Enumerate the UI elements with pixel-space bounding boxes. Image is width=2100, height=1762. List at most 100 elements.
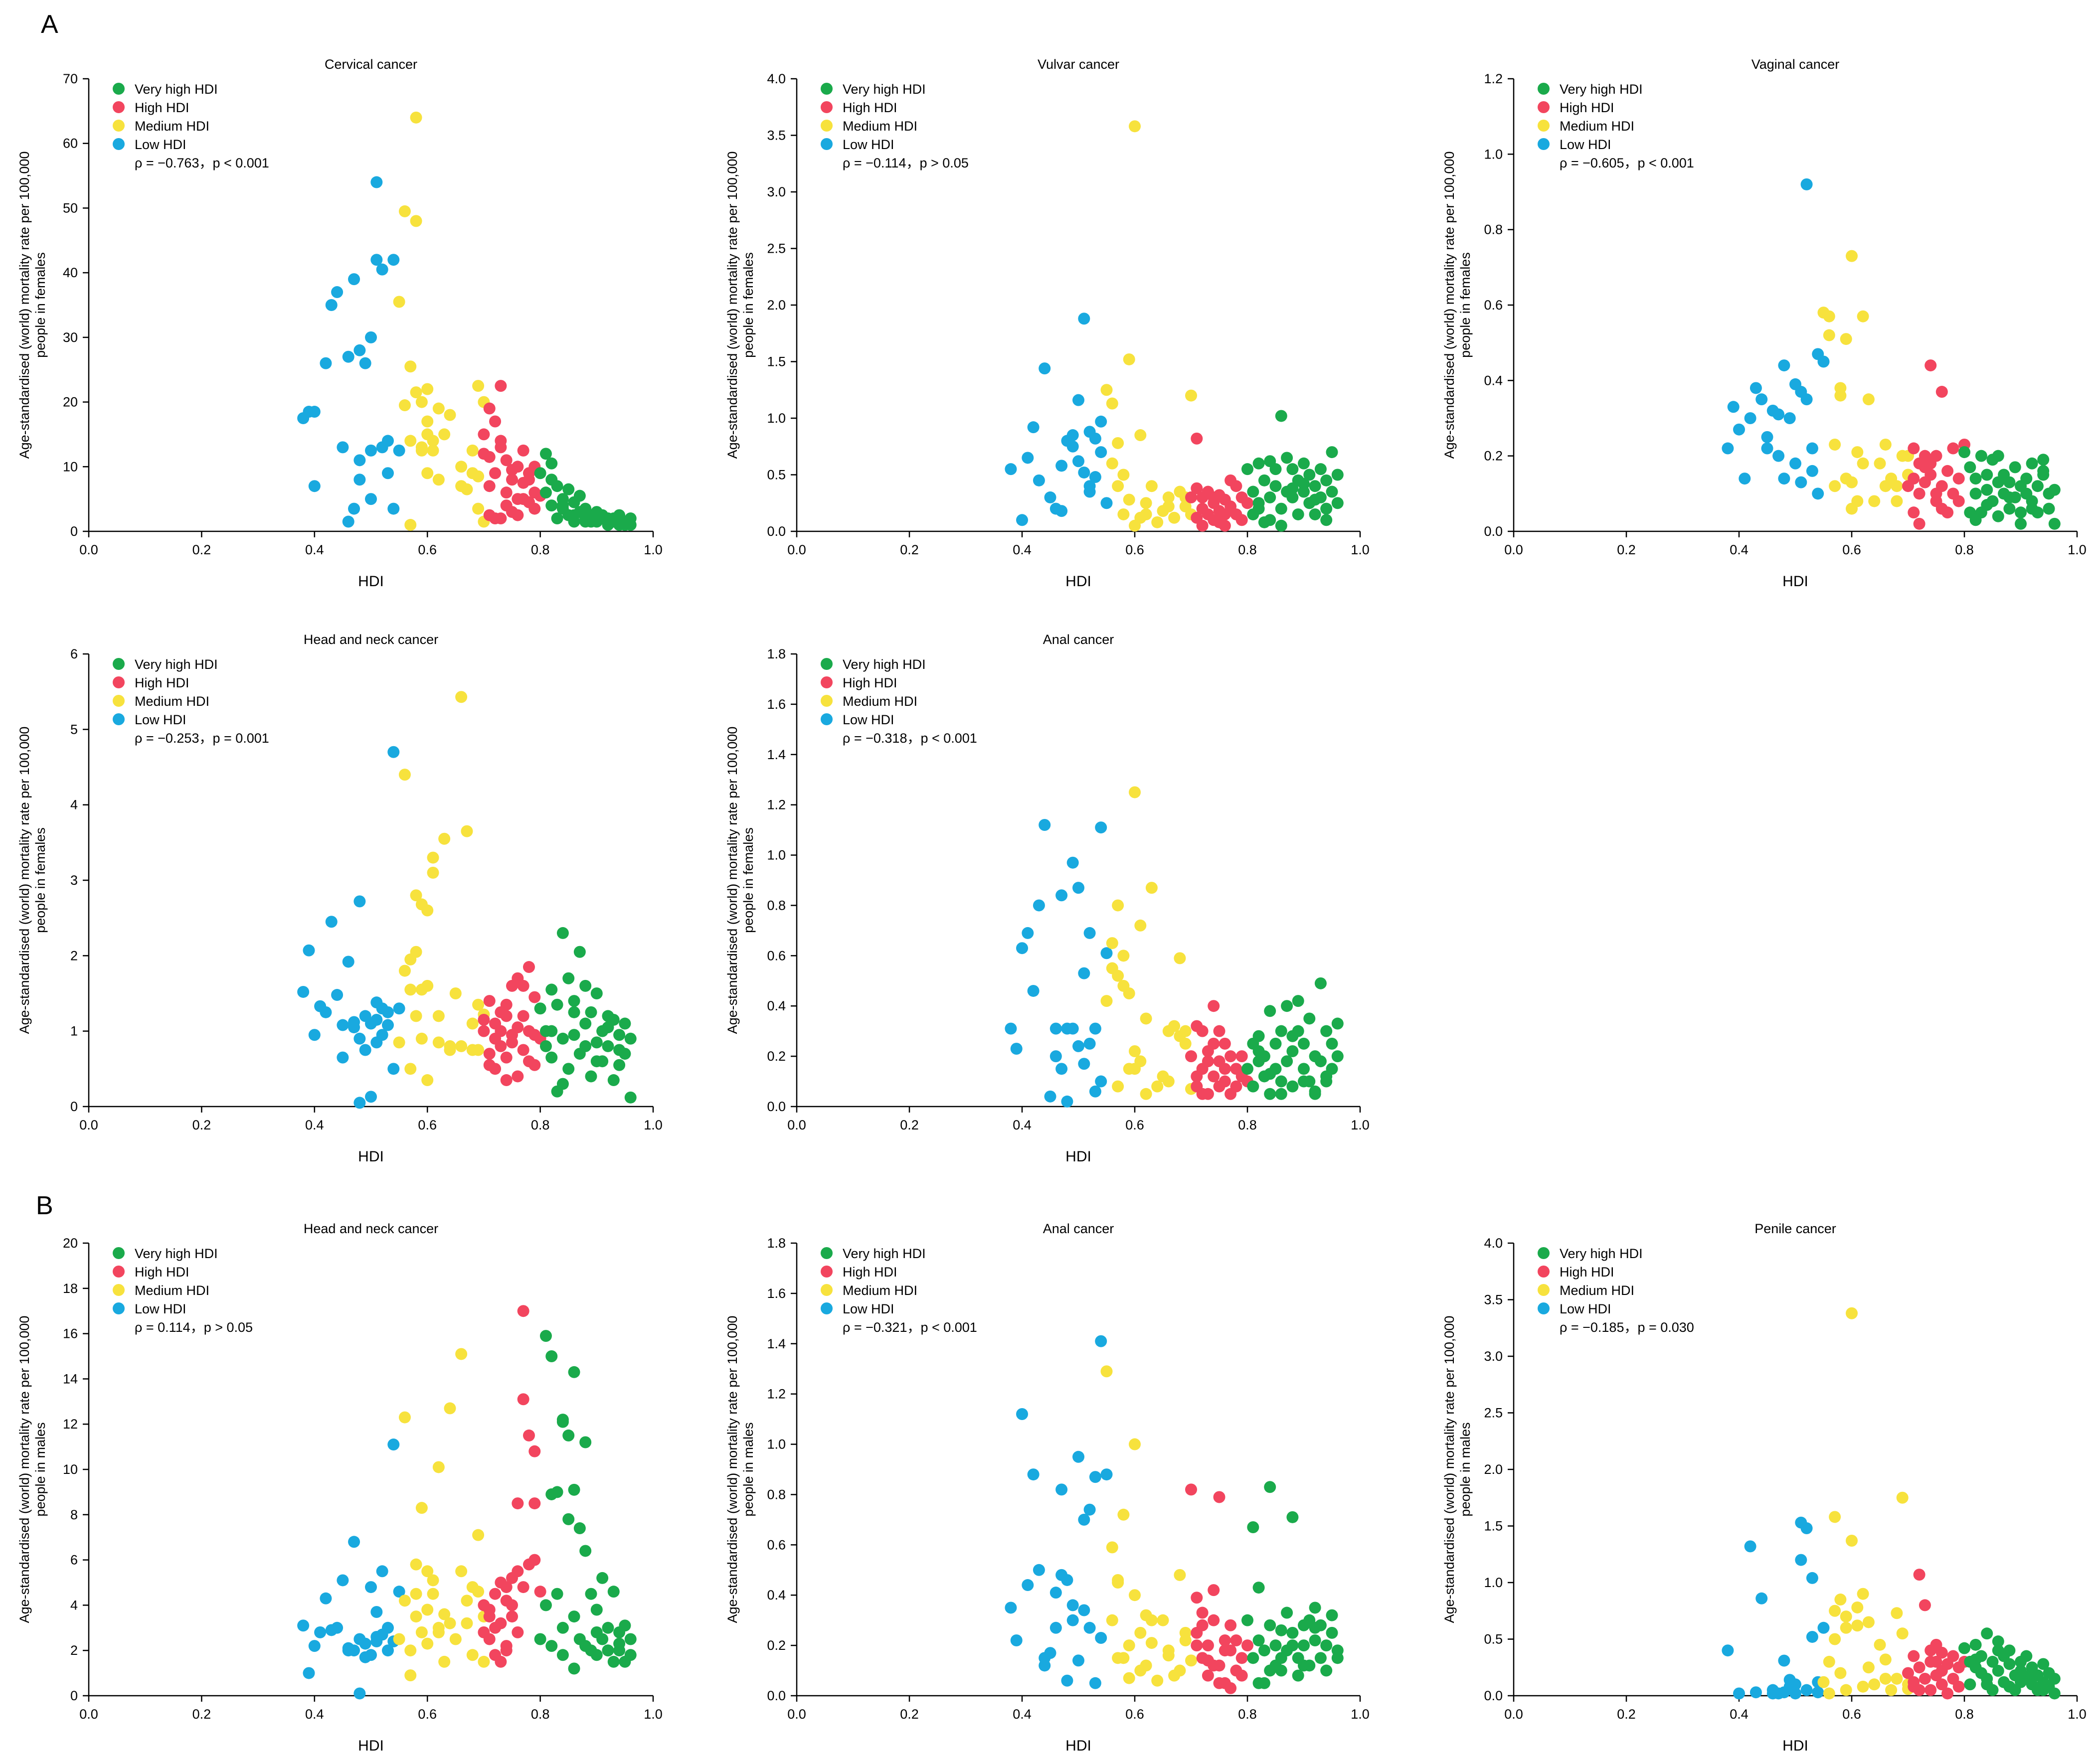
data-point bbox=[1992, 510, 2004, 522]
data-point bbox=[1258, 1644, 1270, 1657]
data-point bbox=[415, 1626, 428, 1638]
data-point bbox=[1208, 1000, 1220, 1012]
data-point bbox=[320, 1592, 332, 1604]
data-point bbox=[624, 1091, 637, 1104]
data-point bbox=[1981, 469, 1993, 481]
data-point bbox=[1992, 1644, 2004, 1657]
data-point bbox=[427, 1588, 439, 1600]
data-point bbox=[1123, 353, 1135, 365]
data-point bbox=[1952, 495, 1965, 507]
data-point bbox=[1219, 1063, 1231, 1075]
legend-marker bbox=[821, 713, 833, 725]
data-point bbox=[1326, 1609, 1338, 1621]
data-point bbox=[2003, 1680, 2016, 1693]
y-tick-label: 0.4 bbox=[767, 998, 786, 1013]
data-point bbox=[1823, 1655, 1835, 1668]
data-point bbox=[1264, 1481, 1276, 1493]
y-tick-label: 1.0 bbox=[1484, 1575, 1503, 1590]
data-point bbox=[2048, 517, 2061, 530]
data-point bbox=[1140, 1012, 1152, 1025]
x-tick-label: 0.0 bbox=[79, 542, 98, 557]
chart-4: Head and neck cancer 0.0 0.2 0.4 0.6 0.8 1.0 0 1… bbox=[17, 632, 663, 1165]
y-tick-label: 2 bbox=[70, 1643, 78, 1658]
legend-label: Medium HDI bbox=[1560, 119, 1634, 134]
data-point bbox=[1919, 461, 1931, 474]
data-point bbox=[1851, 1601, 1864, 1613]
data-point bbox=[624, 1032, 637, 1045]
data-point bbox=[1761, 442, 1773, 455]
data-point bbox=[1992, 1665, 2004, 1677]
data-point bbox=[1106, 937, 1118, 950]
y-axis-label-line: Age-standardised (world) mortality rate … bbox=[1442, 152, 1457, 459]
data-point bbox=[1185, 491, 1197, 503]
data-point bbox=[297, 985, 310, 998]
data-point bbox=[320, 1006, 332, 1018]
legend-label: High HDI bbox=[843, 100, 897, 115]
data-point bbox=[523, 961, 535, 973]
data-point bbox=[1840, 1621, 1852, 1634]
data-point bbox=[500, 1051, 513, 1064]
legend-marker bbox=[113, 676, 125, 688]
data-point bbox=[2037, 1658, 2050, 1670]
data-point bbox=[1750, 1686, 1762, 1699]
data-point bbox=[517, 1010, 529, 1022]
y-tick-label: 1.8 bbox=[767, 646, 786, 661]
data-point bbox=[478, 1013, 490, 1026]
data-point bbox=[1089, 1085, 1101, 1098]
data-point bbox=[444, 1617, 456, 1629]
data-point bbox=[2015, 506, 2027, 519]
data-point bbox=[2020, 473, 2033, 485]
legend-label: Low HDI bbox=[1560, 137, 1611, 152]
data-point bbox=[556, 1078, 569, 1090]
data-point bbox=[1919, 1672, 1931, 1685]
data-point bbox=[1066, 1022, 1079, 1035]
data-point bbox=[404, 1669, 417, 1682]
data-point bbox=[534, 1633, 546, 1645]
data-point bbox=[342, 1642, 354, 1654]
data-point bbox=[1078, 1058, 1090, 1070]
data-point bbox=[1722, 442, 1734, 455]
data-point bbox=[1033, 474, 1045, 486]
data-point bbox=[1202, 1654, 1214, 1667]
data-point bbox=[1913, 517, 1925, 530]
data-point bbox=[1016, 1408, 1028, 1421]
y-tick-label: 0 bbox=[70, 1688, 78, 1703]
legend-marker bbox=[821, 1284, 833, 1296]
data-point bbox=[1783, 1680, 1796, 1693]
data-point bbox=[2015, 1676, 2027, 1688]
data-point bbox=[1174, 952, 1186, 964]
data-point bbox=[539, 486, 552, 499]
legend-marker bbox=[821, 1266, 833, 1278]
data-point bbox=[359, 1637, 371, 1650]
data-point bbox=[365, 1581, 377, 1594]
data-point bbox=[1992, 450, 2004, 462]
data-point bbox=[1162, 500, 1175, 513]
data-point bbox=[2009, 461, 2021, 474]
legend-marker bbox=[1538, 101, 1550, 113]
data-point bbox=[1129, 120, 1141, 133]
data-point bbox=[1191, 482, 1203, 494]
y-tick-label: 2 bbox=[70, 948, 78, 963]
data-point bbox=[2003, 1658, 2016, 1670]
data-point bbox=[393, 1002, 405, 1015]
data-point bbox=[1179, 1025, 1192, 1037]
y-tick-label: 0 bbox=[70, 1099, 78, 1114]
data-point bbox=[1191, 1639, 1203, 1652]
data-point bbox=[415, 1502, 428, 1514]
data-point bbox=[415, 1032, 428, 1045]
data-point bbox=[1309, 1634, 1321, 1647]
data-point bbox=[1134, 1626, 1147, 1639]
data-point bbox=[556, 499, 569, 512]
data-point bbox=[1320, 1075, 1333, 1088]
y-tick-label: 16 bbox=[63, 1326, 78, 1341]
data-point bbox=[1055, 1569, 1068, 1581]
data-point bbox=[517, 1393, 529, 1406]
x-tick-label: 0.6 bbox=[1125, 1118, 1144, 1132]
data-point bbox=[376, 263, 388, 276]
y-axis-label: Age-standardised (world) mortality rate … bbox=[1442, 1316, 1473, 1623]
data-point bbox=[1761, 431, 1773, 443]
data-point bbox=[1033, 1564, 1045, 1576]
x-axis-label: HDI bbox=[358, 1738, 384, 1754]
data-point bbox=[432, 1010, 445, 1022]
x-tick-label: 0.6 bbox=[1842, 1707, 1861, 1722]
